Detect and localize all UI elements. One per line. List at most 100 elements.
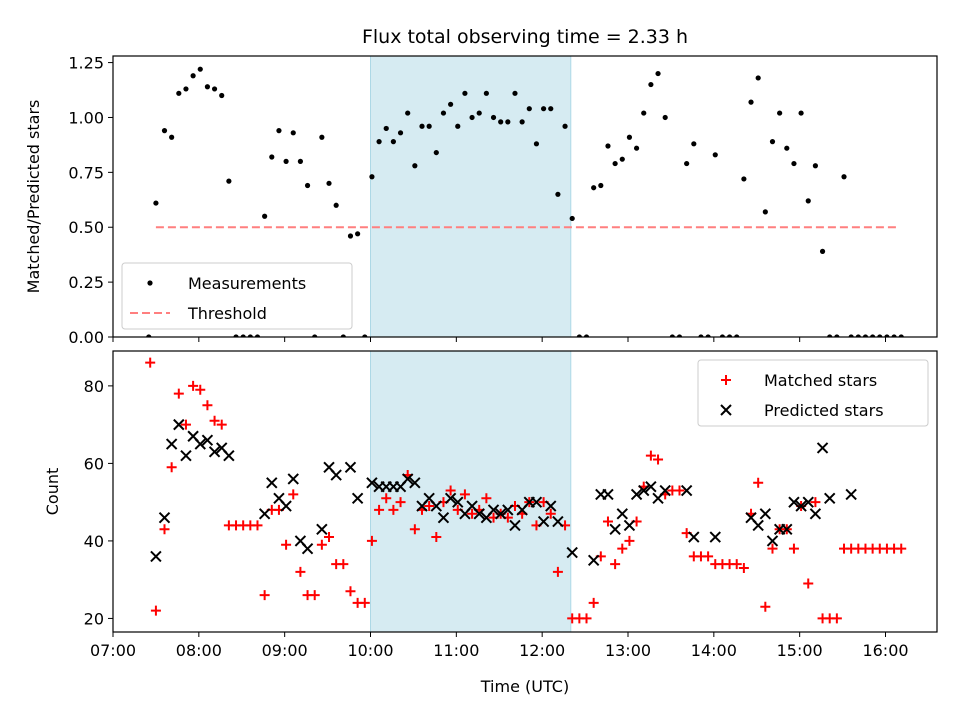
measurement-point — [741, 176, 747, 182]
measurement-point — [633, 145, 640, 151]
matched-star-point — [345, 586, 356, 597]
x-tick-label: 12:00 — [519, 641, 565, 660]
measurement-point — [676, 334, 683, 337]
x-tick-label: 16:00 — [862, 641, 908, 660]
measurement-point — [591, 185, 597, 191]
measurement-point — [247, 334, 253, 337]
matched-star-point — [617, 543, 628, 554]
predicted-star-point — [351, 492, 364, 504]
measurement-point — [548, 106, 554, 112]
y-tick-label: 0.00 — [68, 328, 104, 347]
predicted-star-point — [150, 550, 162, 563]
measurement-point — [898, 334, 904, 337]
y-tick-label: 0.75 — [68, 163, 104, 182]
matched-star-point — [252, 520, 263, 531]
x-tick-label: 09:00 — [262, 641, 308, 660]
measurement-point — [197, 66, 203, 72]
predicted-star-point — [688, 531, 700, 543]
y-axis-label: Count — [43, 468, 62, 516]
legend-label: Threshold — [187, 304, 267, 323]
measurement-point — [326, 180, 332, 186]
measurement-point — [712, 152, 718, 158]
matched-star-point — [459, 489, 470, 500]
predicted-star-point — [201, 434, 214, 446]
legend-marker-matched — [721, 375, 731, 385]
matched-star-point — [150, 605, 161, 616]
measurement-point — [347, 233, 354, 239]
predicted-star-point — [430, 500, 443, 512]
predicted-star-point — [638, 484, 650, 497]
predicted-star-point — [473, 508, 485, 520]
measurement-point — [612, 160, 618, 167]
matched-star-point — [159, 524, 170, 535]
measurement-point — [169, 134, 175, 140]
legend-box — [697, 359, 929, 427]
predicted-star-point — [709, 531, 721, 543]
measurement-point — [762, 209, 768, 215]
measurement-point — [605, 143, 611, 149]
measurement-point — [455, 123, 461, 129]
predicted-star-point — [266, 477, 278, 489]
matched-star-point — [588, 597, 599, 608]
predicted-star-point — [602, 488, 614, 501]
matched-star-point — [760, 601, 771, 612]
measurement-point — [791, 160, 797, 167]
measurement-point — [862, 334, 869, 337]
predicted-star-point — [158, 511, 171, 524]
x-tick-label: 10:00 — [347, 641, 393, 660]
predicted-star-point — [401, 473, 414, 485]
y-tick-label: 80 — [84, 377, 104, 396]
legend: Measurements Threshold — [121, 262, 353, 330]
matched-star-point — [295, 566, 306, 577]
matched-star-point — [424, 501, 435, 512]
measurement-point — [798, 110, 804, 116]
measurement-point — [269, 154, 275, 160]
measurement-point — [855, 334, 861, 337]
matched-star-point — [359, 597, 370, 608]
y-tick-label: 0.25 — [68, 273, 104, 292]
measurement-point — [376, 139, 382, 145]
predicted-star-point — [487, 504, 500, 516]
predicted-star-point — [788, 496, 800, 508]
matched-star-point — [316, 539, 327, 550]
measurement-point — [691, 141, 697, 147]
y-tick-label: 1.00 — [68, 108, 104, 127]
predicted-star-point — [623, 519, 636, 532]
predicted-star-point — [809, 508, 822, 520]
matched-star-point — [552, 566, 563, 577]
x-tick-label: 15:00 — [777, 641, 823, 660]
predicted-star-point — [645, 480, 657, 493]
measurement-point — [755, 75, 761, 81]
predicted-star-point — [766, 535, 779, 547]
measurement-point — [576, 334, 582, 337]
measurement-point — [490, 114, 497, 121]
measurement-point — [505, 119, 511, 125]
predicted-star-point — [566, 546, 578, 559]
measurement-point — [812, 163, 819, 169]
matched-star-point — [409, 524, 420, 535]
matched-star-point — [610, 559, 621, 570]
measurement-point — [355, 231, 361, 237]
predicted-star-point — [802, 496, 814, 508]
predicted-star-point — [845, 488, 857, 501]
predicted-star-point — [824, 492, 836, 504]
matched-star-point — [581, 613, 592, 624]
measurement-point — [405, 110, 411, 116]
measurement-point — [176, 90, 182, 96]
legend-marker-measurements — [147, 280, 153, 286]
predicted-star-point — [452, 496, 464, 508]
measurement-point — [283, 158, 289, 164]
plot-area — [146, 66, 904, 337]
predicted-star-point — [287, 473, 299, 485]
matched-star-point — [309, 590, 320, 601]
predicted-star-point — [752, 519, 764, 532]
matched-star-point — [366, 535, 377, 546]
measurement-point — [262, 213, 268, 219]
matched-star-point — [173, 388, 184, 399]
predicted-star-point — [616, 508, 628, 520]
measurement-point — [834, 334, 840, 337]
top-panel: 0.00 0.25 0.50 0.75 1.00 1.25 Matched/Predicte… — [24, 54, 938, 347]
predicted-star-point — [437, 511, 450, 524]
measurement-point — [519, 119, 525, 125]
measurement-point — [219, 92, 225, 99]
